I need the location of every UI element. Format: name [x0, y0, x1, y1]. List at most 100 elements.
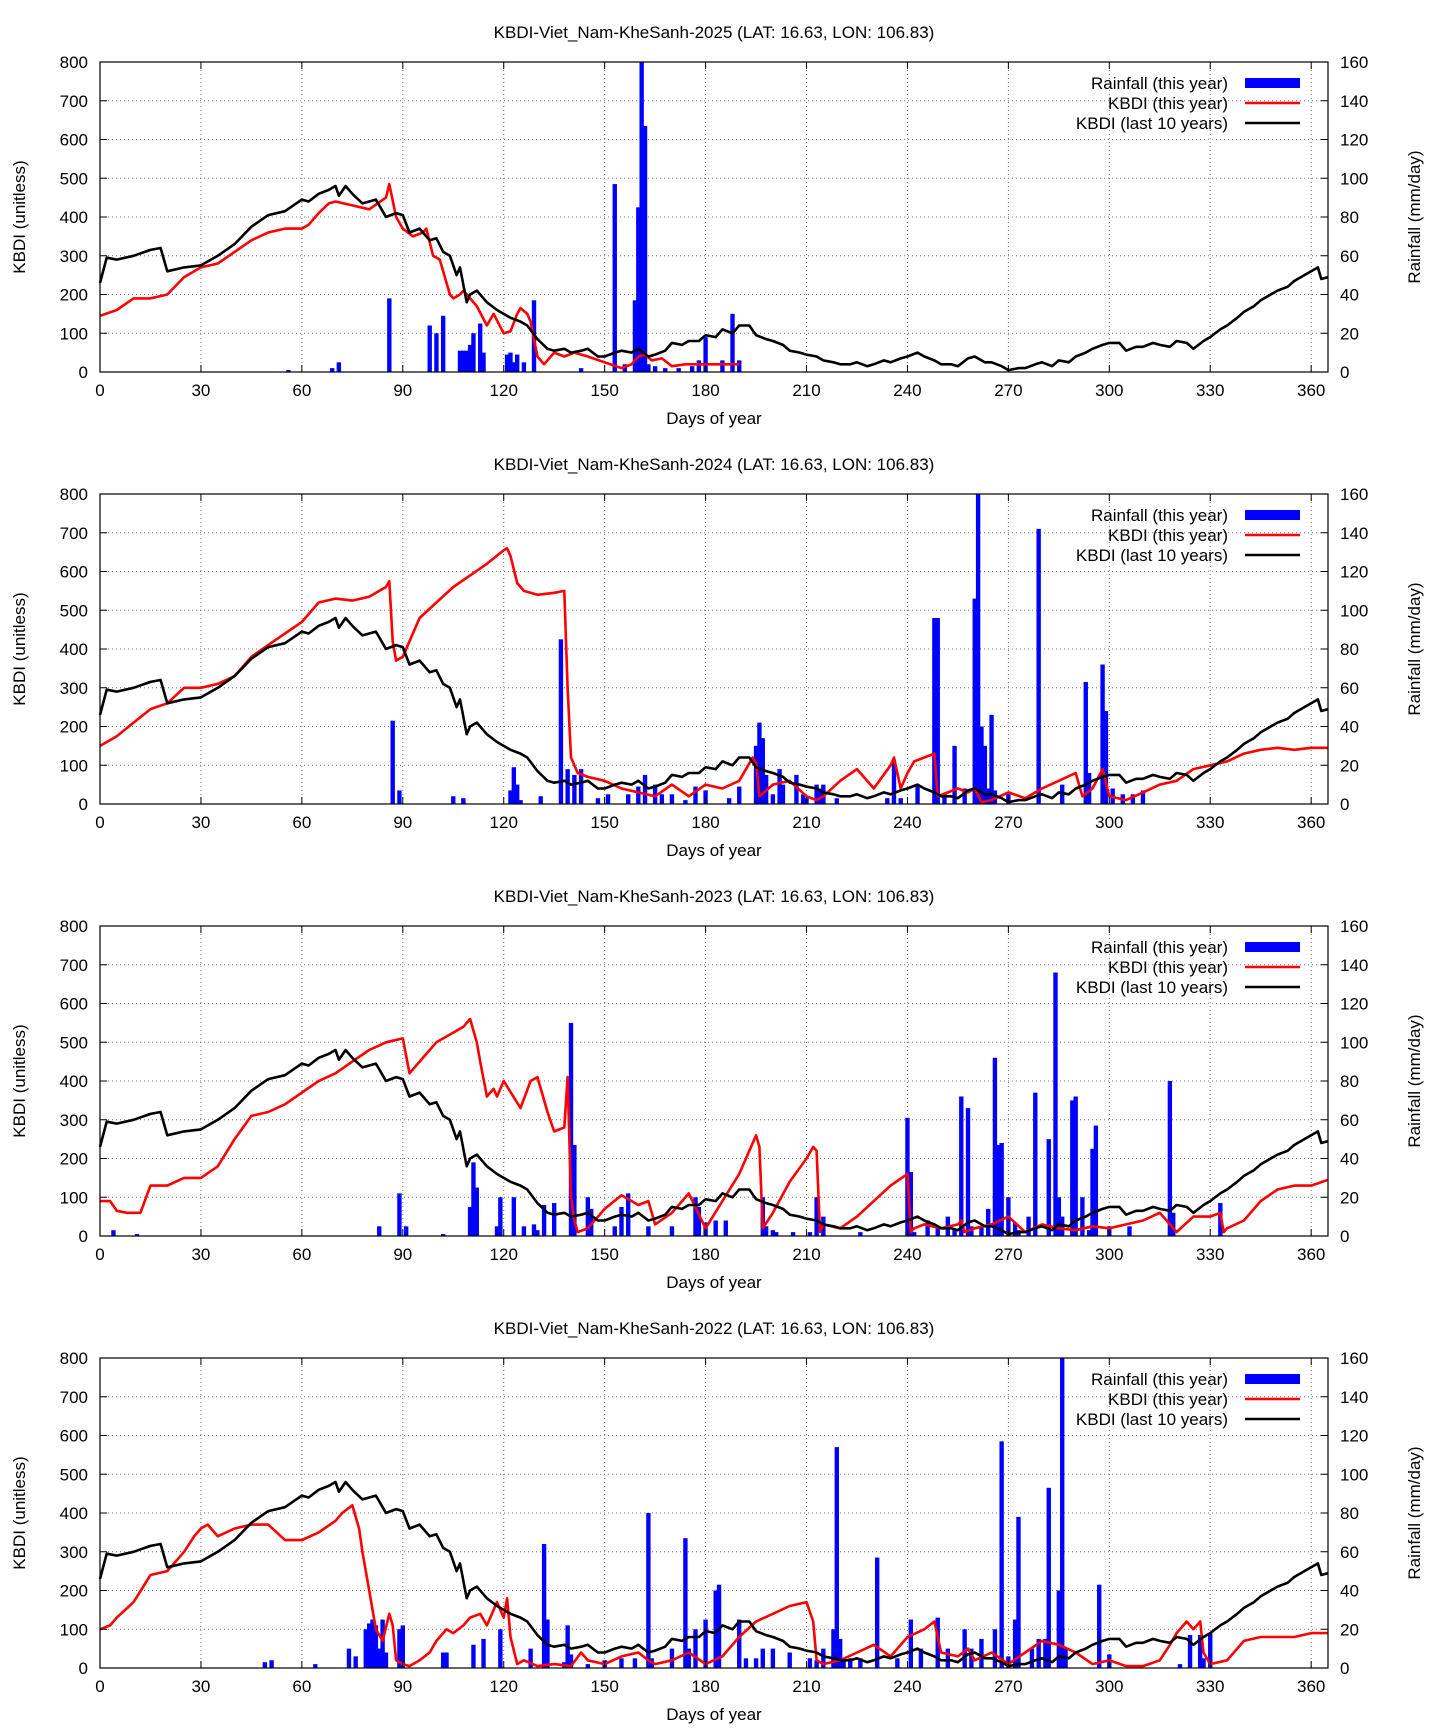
x-tick-label: 150	[590, 1677, 618, 1696]
rainfall-bar	[807, 1658, 813, 1668]
rainfall-bar	[646, 364, 651, 372]
rainfall-bar	[669, 794, 675, 804]
rainfall-bar	[834, 798, 839, 804]
rainfall-bar	[521, 362, 527, 372]
rainfall-bar	[1083, 681, 1088, 804]
x-tick-label: 30	[191, 381, 210, 400]
rainfall-bar	[538, 796, 543, 804]
x-tick-label: 360	[1297, 1245, 1325, 1264]
y2-axis-label: Rainfall (mm/day)	[1405, 150, 1424, 283]
rainfall-bar	[440, 1652, 446, 1668]
rainfall-bar	[942, 794, 947, 804]
rainfall-bar	[895, 1658, 900, 1668]
y-tick-label: 500	[60, 169, 88, 188]
x-tick-label: 270	[994, 813, 1022, 832]
x-tick-label: 240	[893, 1677, 921, 1696]
x-tick-label: 0	[95, 813, 104, 832]
rainfall-bar	[696, 1206, 702, 1236]
rainfall-bar	[908, 1172, 914, 1236]
y2-tick-label: 0	[1340, 795, 1349, 814]
y-tick-label: 800	[60, 917, 88, 936]
rainfall-bar	[1086, 773, 1092, 804]
rainfall-bar	[514, 354, 520, 372]
rainfall-bar	[397, 790, 402, 804]
rainfall-bar	[858, 1658, 863, 1668]
rainfall-bar	[646, 1513, 651, 1668]
rainfall-bar	[1012, 1619, 1018, 1668]
rainfall-bar	[689, 366, 695, 372]
rainfall-bar	[286, 370, 291, 372]
rainfall-bar	[693, 1197, 698, 1236]
rainfall-bar	[111, 1230, 116, 1236]
rainfall-bar	[535, 1230, 540, 1236]
rainfall-bar	[807, 1232, 813, 1236]
rainfall-bar	[925, 1220, 930, 1236]
y-tick-label: 600	[60, 563, 88, 582]
y-tick-label: 800	[60, 1349, 88, 1368]
y-tick-label: 800	[60, 53, 88, 72]
x-tick-label: 0	[95, 381, 104, 400]
rainfall-bar	[353, 1656, 358, 1668]
legend-label: Rainfall (this year)	[1091, 1370, 1228, 1389]
rainfall-bar	[911, 1232, 917, 1236]
rainfall-bar	[821, 1648, 826, 1668]
rainfall-bar	[979, 1638, 984, 1668]
rainfall-bar	[1029, 1648, 1035, 1668]
x-tick-label: 240	[893, 1245, 921, 1264]
y2-tick-label: 140	[1340, 956, 1368, 975]
rainfall-bar	[461, 798, 466, 804]
legend-label: KBDI (this year)	[1108, 958, 1228, 977]
rainfall-bar	[831, 1629, 836, 1668]
legend: Rainfall (this year)KBDI (this year)KBDI…	[1076, 1370, 1300, 1429]
rainfall-bar	[619, 1658, 624, 1668]
y2-tick-label: 40	[1340, 1582, 1359, 1601]
rainfall-bar	[1012, 1222, 1018, 1236]
rainfall-bar	[1043, 1638, 1048, 1668]
y-axis-label: KBDI (unitless)	[10, 1024, 29, 1137]
x-tick-label: 270	[994, 1245, 1022, 1264]
y-tick-label: 500	[60, 1033, 88, 1052]
rainfall-bar	[969, 1648, 974, 1668]
y-tick-label: 700	[60, 1388, 88, 1407]
rainfall-bar	[494, 1226, 500, 1236]
x-tick-label: 210	[792, 813, 820, 832]
x-tick-label: 210	[792, 381, 820, 400]
rainfall-bar	[632, 1658, 638, 1668]
rainfall-bar	[329, 368, 335, 372]
rainfall-bar	[726, 798, 732, 804]
rainfall-bar	[669, 1648, 675, 1668]
rainfall-bar	[464, 350, 469, 372]
rainfall-bar	[612, 1226, 617, 1236]
rainfall-bar	[965, 1108, 971, 1236]
y-tick-label: 400	[60, 1504, 88, 1523]
rainfall-bar	[935, 1228, 940, 1236]
y2-tick-label: 80	[1340, 208, 1359, 227]
y-tick-label: 300	[60, 1111, 88, 1130]
rainfall-bar	[713, 1590, 718, 1668]
x-tick-label: 150	[590, 381, 618, 400]
rainfall-bar	[572, 774, 577, 804]
legend-label: KBDI (last 10 years)	[1076, 1410, 1228, 1429]
x-tick-label: 330	[1196, 1245, 1224, 1264]
x-tick-label: 60	[292, 1677, 311, 1696]
rainfall-bar	[1093, 1125, 1099, 1236]
rainfall-bars	[262, 1358, 1213, 1668]
rainfall-bar	[999, 1441, 1004, 1668]
rainfall-bar	[703, 337, 708, 372]
rainfall-bar	[652, 366, 658, 372]
rainfall-bar	[918, 1648, 924, 1668]
y2-tick-label: 60	[1340, 679, 1359, 698]
rainfall-bar	[874, 1557, 880, 1668]
rainfall-bar	[730, 313, 735, 372]
y2-tick-label: 120	[1340, 563, 1368, 582]
x-tick-label: 300	[1095, 813, 1123, 832]
rainfall-bar	[737, 360, 742, 372]
y-tick-label: 0	[79, 363, 88, 382]
x-tick-label: 90	[393, 813, 412, 832]
y2-tick-label: 20	[1340, 1620, 1359, 1639]
y2-tick-label: 80	[1340, 640, 1359, 659]
x-axis-label: Days of year	[666, 1705, 762, 1724]
rainfall-bar	[693, 1629, 698, 1668]
x-tick-label: 180	[691, 381, 719, 400]
y-tick-label: 0	[79, 1659, 88, 1678]
